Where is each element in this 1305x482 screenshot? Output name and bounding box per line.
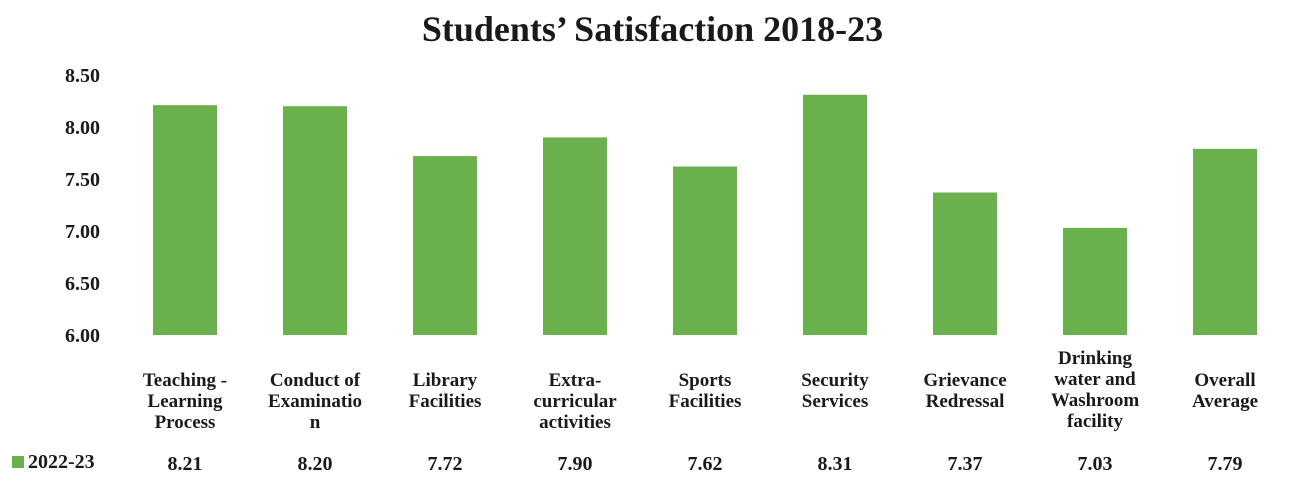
bar — [1063, 227, 1127, 335]
bar — [803, 94, 867, 335]
value-label: 7.37 — [948, 453, 983, 475]
value-label: 7.03 — [1078, 453, 1113, 475]
bar — [543, 137, 607, 335]
legend-label: 2022-23 — [28, 451, 95, 473]
value-label: 8.31 — [818, 453, 853, 475]
y-tick-label: 7.00 — [65, 221, 100, 243]
category-label: Security Services — [801, 370, 869, 412]
bar — [673, 166, 737, 335]
category-label: Overall Average — [1192, 370, 1258, 412]
bar — [933, 192, 997, 335]
category-label: Teaching -Learning Process — [143, 370, 227, 433]
bars-group — [153, 94, 1257, 335]
y-tick-label: 7.50 — [65, 169, 100, 191]
bar — [283, 106, 347, 335]
category-labels: Teaching -Learning Process Conduct of Exami… — [143, 348, 1258, 433]
y-tick-label: 8.50 — [65, 65, 100, 87]
value-label: 8.20 — [298, 453, 333, 475]
value-label: 7.62 — [688, 453, 723, 475]
chart-title: Students’ Satisfaction 2018-23 — [421, 9, 884, 49]
value-label: 7.90 — [558, 453, 593, 475]
category-label: Extra-curricular activities — [533, 370, 617, 433]
category-label: Sports Facilities — [669, 370, 742, 412]
data-table-values: 8.21 8.20 7.72 7.90 7.62 8.31 7.37 7.03 7.79 — [168, 453, 1243, 475]
bar — [1193, 148, 1257, 335]
y-axis: 8.50 8.00 7.50 7.00 6.50 6.00 — [65, 65, 100, 347]
legend-row: 2022-23 — [12, 451, 95, 473]
value-label: 7.79 — [1208, 453, 1243, 475]
value-label: 7.72 — [428, 453, 463, 475]
category-label: Drinking water and Washroom facility — [1051, 348, 1140, 432]
y-tick-label: 6.50 — [65, 273, 100, 295]
value-label: 8.21 — [168, 453, 203, 475]
category-label: Library Facilities — [409, 370, 482, 412]
legend-swatch — [12, 456, 24, 468]
bar — [413, 156, 477, 335]
bar — [153, 105, 217, 335]
category-label: Conduct of Examinatio n — [268, 370, 362, 433]
category-label: Grievance Redressal — [923, 370, 1006, 412]
y-tick-label: 6.00 — [65, 325, 100, 347]
y-tick-label: 8.00 — [65, 117, 100, 139]
